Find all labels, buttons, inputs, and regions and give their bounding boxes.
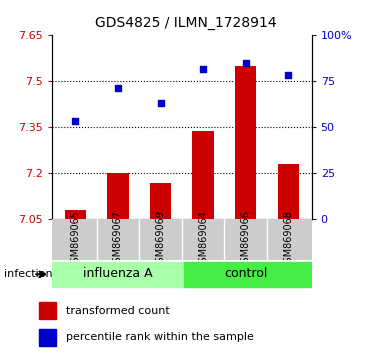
Bar xyxy=(235,66,256,219)
Point xyxy=(158,100,164,106)
Bar xyxy=(52,262,184,287)
Bar xyxy=(278,164,299,219)
Text: infection: infection xyxy=(4,269,52,279)
Text: GDS4825 / ILMN_1728914: GDS4825 / ILMN_1728914 xyxy=(95,16,276,30)
Text: transformed count: transformed count xyxy=(66,306,170,316)
Text: GSM869067: GSM869067 xyxy=(113,210,123,269)
Bar xyxy=(107,173,129,219)
Text: percentile rank within the sample: percentile rank within the sample xyxy=(66,332,254,342)
Text: GSM869066: GSM869066 xyxy=(241,210,251,269)
Bar xyxy=(39,302,56,319)
Bar xyxy=(39,329,56,346)
Text: GSM869068: GSM869068 xyxy=(283,210,293,269)
Point xyxy=(285,73,291,78)
Text: GSM869069: GSM869069 xyxy=(155,210,165,269)
Bar xyxy=(184,262,312,287)
Text: GSM869064: GSM869064 xyxy=(198,210,208,269)
Bar xyxy=(65,210,86,219)
Point xyxy=(243,60,249,66)
Bar xyxy=(150,183,171,219)
Text: influenza A: influenza A xyxy=(83,267,153,280)
Point xyxy=(72,119,78,124)
Bar xyxy=(193,131,214,219)
Text: GSM869065: GSM869065 xyxy=(70,210,81,269)
Point xyxy=(200,66,206,72)
Text: control: control xyxy=(224,267,267,280)
Point xyxy=(115,85,121,90)
